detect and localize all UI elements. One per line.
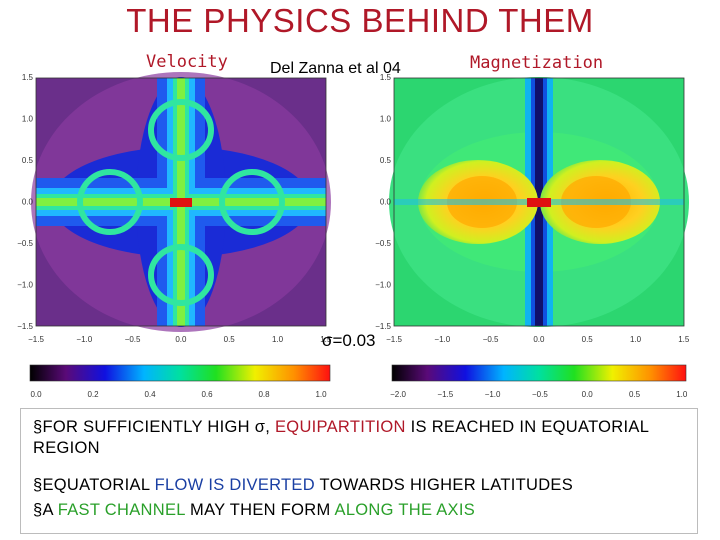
velocity-colorbar-tick: 0.4 — [144, 390, 156, 399]
bullet-1: §FOR SUFFICIENTLY HIGH σ, EQUIPARTITION … — [33, 418, 649, 457]
magnetization-colorbar-tick: 1.0 — [676, 390, 688, 399]
magnetization-y-tick: 0.0 — [380, 198, 392, 207]
magnetization-x-tick: 0.5 — [582, 335, 594, 344]
velocity-y-tick: −1.5 — [17, 322, 33, 331]
bullet-box: §FOR SUFFICIENTLY HIGH σ, EQUIPARTITION … — [20, 408, 698, 534]
magnetization-x-tick: 1.0 — [630, 335, 642, 344]
slide-title: THE PHYSICS BEHIND THEM — [126, 2, 594, 39]
magnetization-colorbar-tick: −1.0 — [485, 390, 501, 399]
sigma-value: σ=0.03 — [322, 331, 376, 350]
magnetization-label: Magnetization — [470, 53, 604, 73]
magnetization-y-tick: 1.5 — [380, 73, 392, 82]
magnetization-y-tick: −1.0 — [375, 281, 391, 290]
velocity-x-tick: 0.5 — [224, 335, 236, 344]
velocity-y-tick: 0.5 — [22, 156, 34, 165]
magnetization-y-tick: −0.5 — [375, 239, 391, 248]
magnetization-colorbar — [391, 364, 687, 382]
figure-area: 1.5 1.0 0.5 0.0 −0.5 −1.0 −1.5 −1.5 −1.0 −0.5 0.0 0… — [17, 72, 690, 399]
velocity-label: Velocity — [146, 52, 228, 72]
magnetization-x-tick: −1.5 — [386, 335, 402, 344]
velocity-colorbar-tick: 0.2 — [87, 390, 99, 399]
magnetization-colorbar-tick: 0.0 — [582, 390, 594, 399]
velocity-y-tick: 1.5 — [22, 73, 34, 82]
magnetization-y-tick: 0.5 — [380, 156, 392, 165]
magnetization-colorbar-tick: 0.5 — [629, 390, 641, 399]
velocity-x-tick: −1.0 — [76, 335, 92, 344]
velocity-x-tick: 1.0 — [272, 335, 284, 344]
magnetization-x-tick: 1.5 — [678, 335, 690, 344]
velocity-y-tick: −1.0 — [17, 281, 33, 290]
velocity-x-tick: 0.0 — [175, 335, 187, 344]
magnetization-y-tick: −1.5 — [375, 322, 391, 331]
velocity-colorbar-tick: 0.0 — [30, 390, 42, 399]
velocity-colorbar-tick: 0.6 — [201, 390, 213, 399]
magnetization-map — [389, 77, 689, 327]
magnetization-colorbar-tick: −1.5 — [437, 390, 453, 399]
velocity-colorbar-tick: 0.8 — [258, 390, 270, 399]
magnetization-colorbar-tick: −2.0 — [390, 390, 406, 399]
velocity-x-tick: −0.5 — [125, 335, 141, 344]
magnetization-x-tick: 0.0 — [533, 335, 545, 344]
velocity-x-tick: −1.5 — [28, 335, 44, 344]
velocity-map — [31, 72, 331, 332]
magnetization-x-tick: −0.5 — [483, 335, 499, 344]
velocity-colorbar — [29, 364, 331, 382]
magnetization-colorbar-tick: −0.5 — [532, 390, 548, 399]
velocity-colorbar-tick: 1.0 — [315, 390, 327, 399]
velocity-x-tick: 1.5 — [320, 335, 332, 344]
bullet-2: §EQUATORIAL FLOW IS DIVERTED TOWARDS HIG… — [33, 476, 574, 494]
velocity-y-tick: −0.5 — [17, 239, 33, 248]
bullet-3: §A FAST CHANNEL MAY THEN FORM ALONG THE … — [33, 501, 476, 519]
velocity-y-tick: 0.0 — [22, 198, 34, 207]
citation: Del Zanna et al 04 — [270, 60, 401, 77]
magnetization-x-tick: −1.0 — [434, 335, 450, 344]
velocity-y-tick: 1.0 — [22, 115, 34, 124]
magnetization-y-tick: 1.0 — [380, 115, 392, 124]
